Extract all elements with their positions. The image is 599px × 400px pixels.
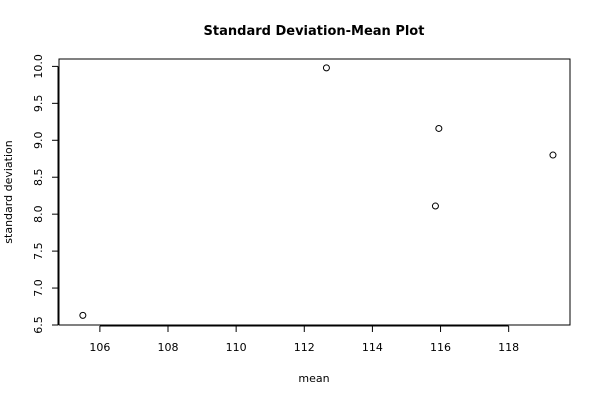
y-tick-label-6: 9.5	[32, 95, 45, 113]
x-tick-label-1: 108	[158, 341, 179, 354]
x-tick-label-2: 110	[226, 341, 247, 354]
y-tick-label-3: 8.0	[32, 205, 45, 223]
x-axis: 106 108 110 112 114 116 118	[89, 325, 519, 354]
y-axis: 6.5 7.0 7.5 8.0 8.5 9.0 9.5 10.0	[32, 54, 59, 334]
x-tick-label-5: 116	[430, 341, 451, 354]
y-tick-label-5: 9.0	[32, 132, 45, 150]
data-point-2	[431, 202, 439, 210]
x-tick-label-6: 118	[498, 341, 519, 354]
y-tick-label-1: 7.0	[32, 279, 45, 297]
y-tick-label-7: 10.0	[32, 54, 45, 79]
data-point-1	[322, 64, 330, 72]
plot-area-frame	[58, 58, 571, 326]
data-point-0	[79, 311, 87, 319]
y-tick-label-2: 7.5	[32, 242, 45, 260]
data-point-3	[435, 124, 443, 132]
x-axis-label: mean	[298, 372, 329, 385]
data-point-4	[549, 151, 557, 159]
data-points	[79, 64, 557, 319]
y-axis-label: standard deviation	[2, 140, 15, 243]
x-tick-label-3: 112	[294, 341, 315, 354]
x-tick-label-4: 114	[362, 341, 383, 354]
x-tick-label-0: 106	[89, 341, 110, 354]
y-tick-label-4: 8.5	[32, 168, 45, 186]
chart-title: Standard Deviation-Mean Plot	[204, 24, 425, 39]
y-tick-label-0: 6.5	[32, 316, 45, 334]
